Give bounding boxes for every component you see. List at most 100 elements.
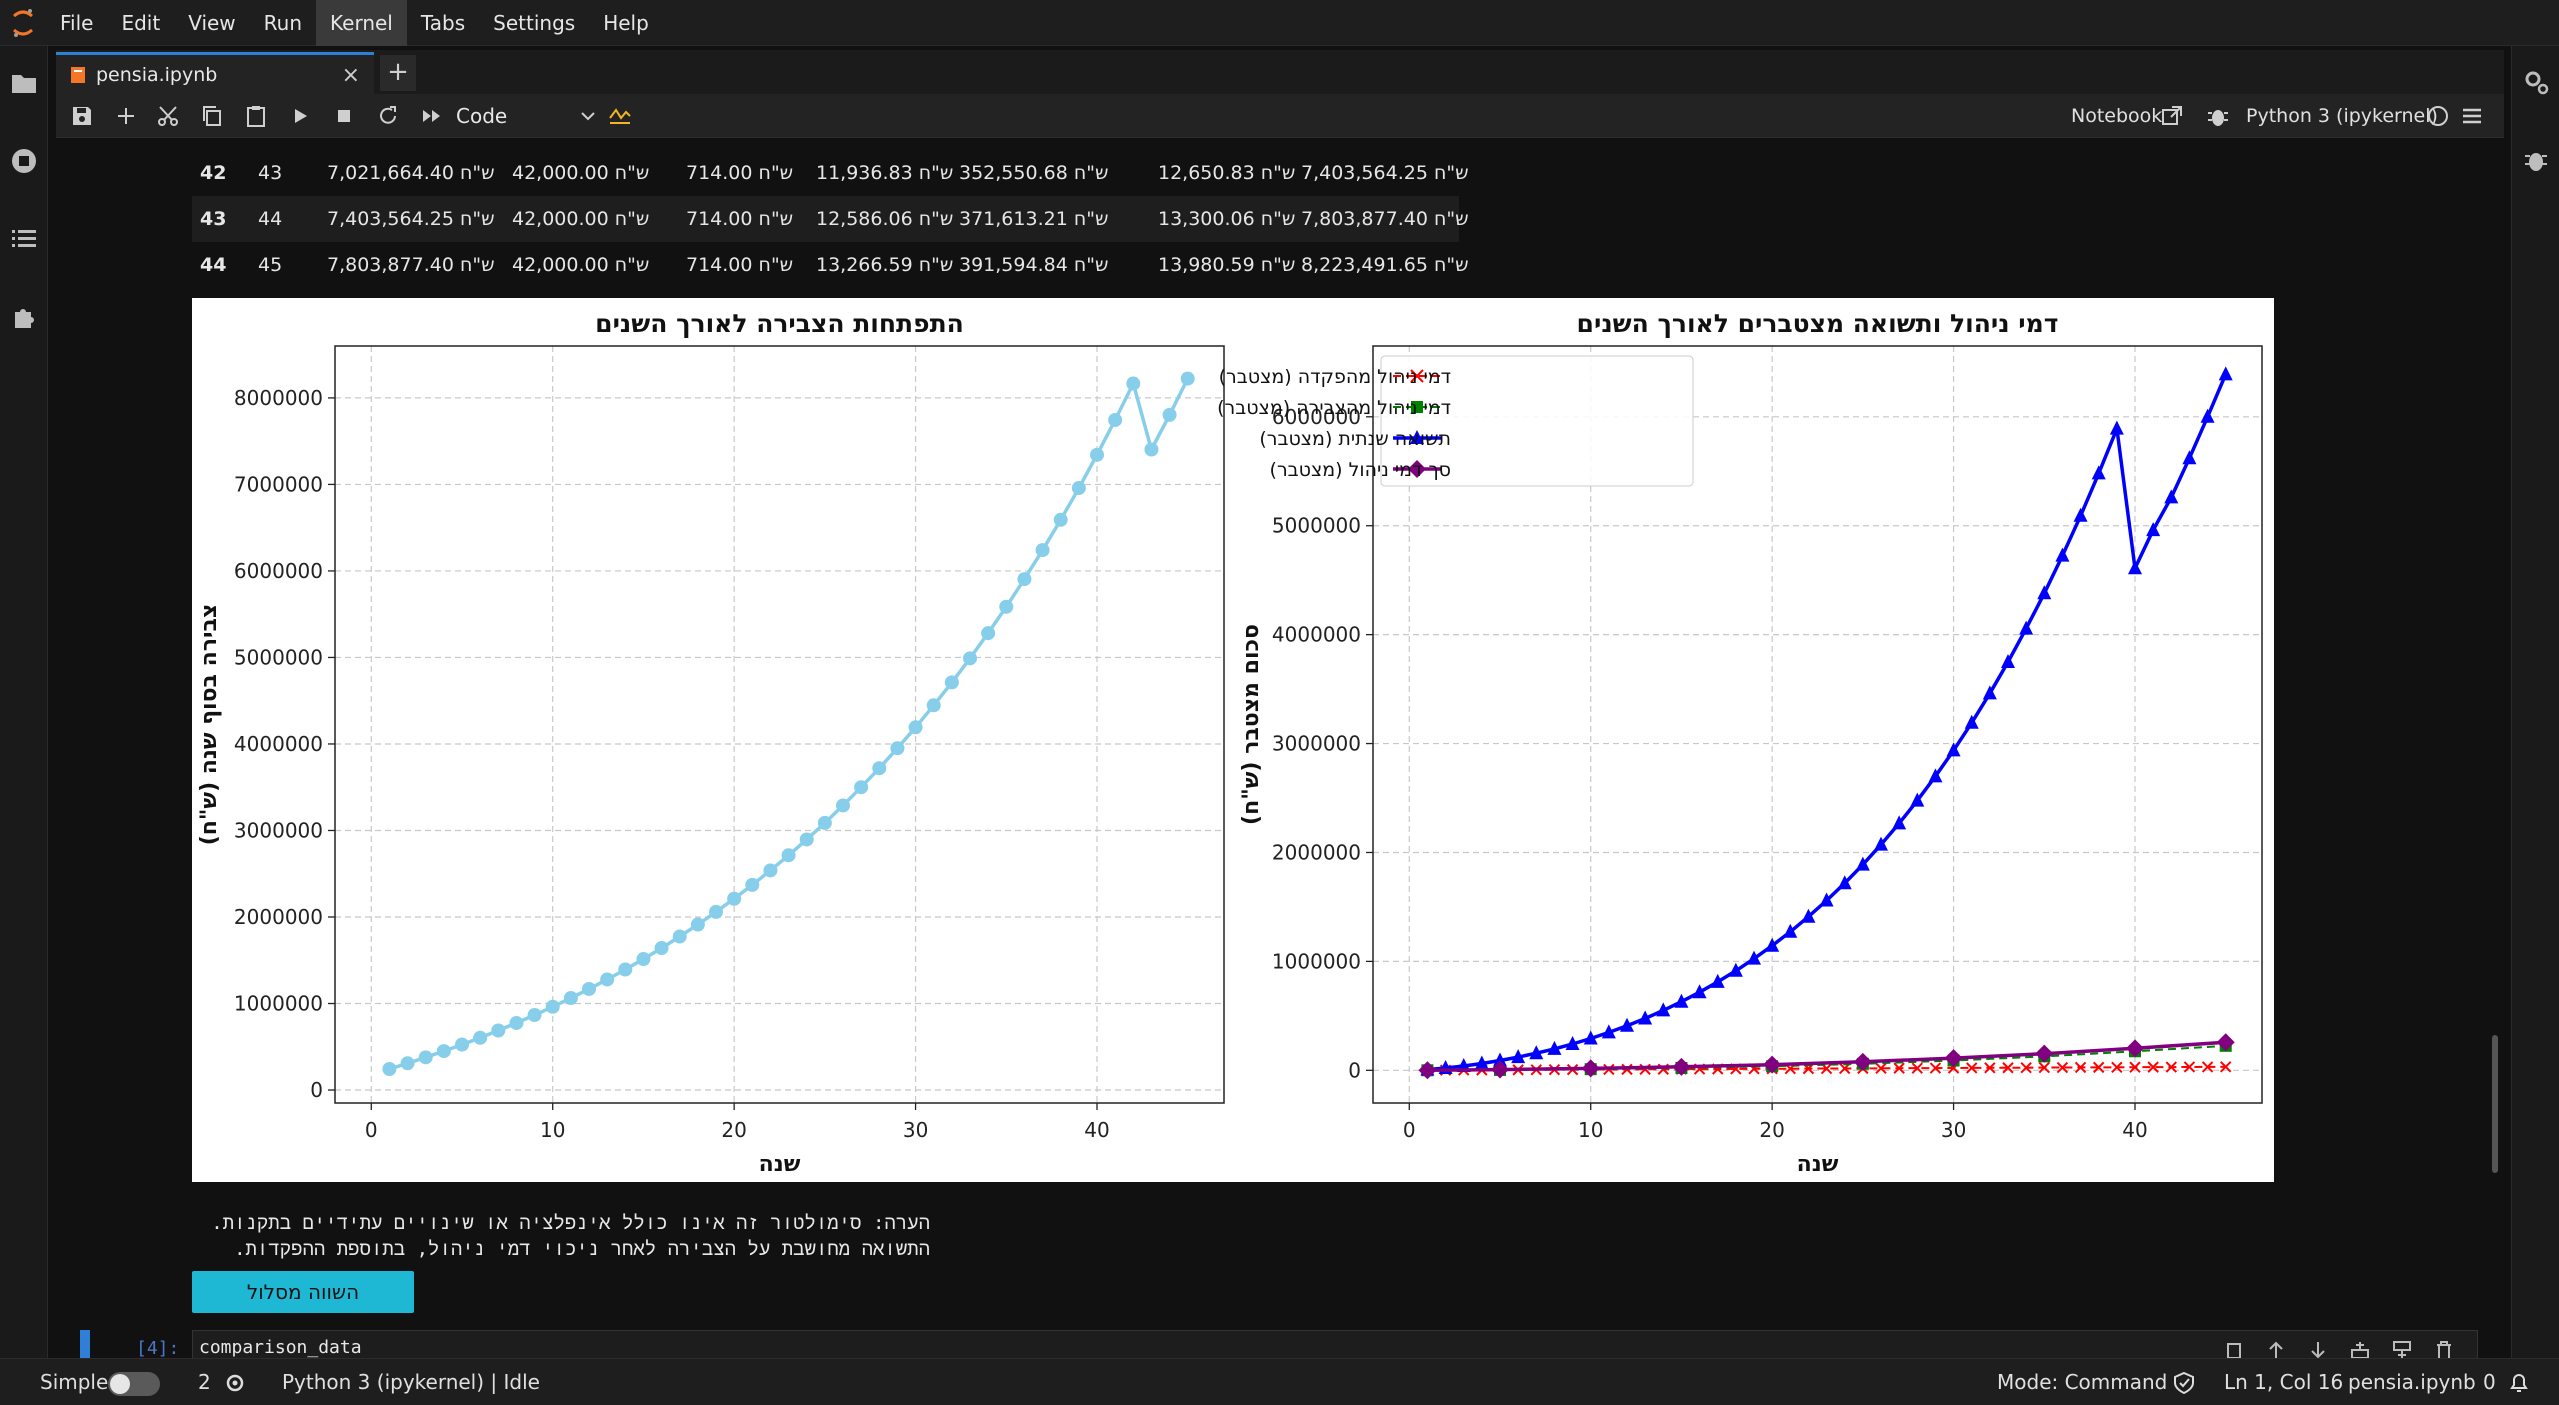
series-line (388, 377, 1190, 1071)
legend-box (1380, 355, 1694, 487)
data-point (763, 863, 778, 878)
delete-cell-trash-icon[interactable] (2432, 1340, 2456, 1360)
data-point (926, 698, 941, 713)
data-point (2020, 1061, 2032, 1074)
cell-year: 45 (258, 254, 283, 276)
code-formatter-icon[interactable] (608, 104, 632, 128)
data-point (854, 780, 869, 795)
data-point (2200, 408, 2215, 423)
left-sidebar (0, 46, 48, 1358)
data-point (1090, 447, 1104, 462)
notebook-scrollbar[interactable] (2492, 1035, 2498, 1173)
notification-bell-icon[interactable] (2508, 1371, 2530, 1395)
data-point (1984, 1062, 1996, 1074)
x-tick-label: 20 (721, 1118, 746, 1142)
menu-help[interactable]: Help (603, 10, 649, 35)
kernel-status[interactable]: Python 3 (ipykernel) | Idle (282, 1370, 540, 1394)
menu-file[interactable]: File (60, 10, 94, 35)
data-point (1763, 1055, 1782, 1074)
property-inspector-gears-icon[interactable] (2522, 68, 2550, 96)
trusted-shield-icon (2174, 1371, 2194, 1395)
save-icon[interactable] (70, 104, 94, 128)
compare-track-button[interactable]: השווה מסלול (192, 1271, 414, 1313)
x-axis-label: שנה (1797, 1152, 1839, 1177)
data-point (1819, 892, 1834, 907)
data-point (1474, 1055, 1489, 1070)
chevron-down-icon (581, 112, 595, 121)
cell-deposit: 42,000.00 ש"ח (512, 254, 650, 276)
data-point (1144, 442, 1159, 457)
debugger-bug-icon[interactable] (2522, 146, 2550, 174)
debugger-bug-icon[interactable] (2206, 104, 2230, 128)
data-point (1511, 1049, 1526, 1064)
insert-cell-below-icon[interactable] (2390, 1340, 2414, 1360)
running-sessions-icon[interactable] (9, 146, 39, 176)
menu-kernel[interactable]: Kernel (316, 0, 407, 46)
tab-pensia-notebook[interactable]: pensia.ipynb × (56, 52, 374, 94)
jupyter-logo-icon (0, 0, 46, 46)
data-point (582, 981, 596, 996)
data-point (654, 941, 669, 956)
data-point (2056, 1061, 2069, 1074)
data-point (1071, 481, 1086, 496)
move-cell-down-icon[interactable] (2306, 1340, 2330, 1360)
duplicate-cell-icon[interactable] (2222, 1340, 2246, 1360)
copy-icon[interactable] (200, 104, 224, 128)
menu-settings[interactable]: Settings (493, 10, 576, 35)
data-point (890, 741, 905, 756)
notification-count: 0 (2483, 1370, 2496, 1394)
tab-label: pensia.ipynb (96, 63, 218, 86)
external-link-icon[interactable] (2160, 104, 2184, 128)
x-tick-label: 20 (1759, 1118, 1784, 1142)
data-point (1964, 714, 1979, 729)
cell-type-value: Code (456, 104, 508, 128)
kernel-name-button[interactable]: Python 3 (ipykernel) (2246, 105, 2438, 127)
menu-hamburger-icon[interactable] (2460, 104, 2484, 128)
notebook-file-icon (71, 66, 85, 83)
menu-tabs[interactable]: Tabs (420, 10, 466, 35)
new-launcher-button[interactable]: + (380, 55, 416, 91)
data-point (1620, 1017, 1634, 1032)
move-cell-up-icon[interactable] (2264, 1340, 2288, 1360)
table-of-contents-icon[interactable] (9, 224, 39, 254)
chart-title: דמי ניהול ותשואה מצטברים לאורך השנים (1577, 309, 2059, 338)
folder-icon[interactable] (9, 68, 39, 98)
data-point (1837, 875, 1852, 890)
close-icon[interactable]: × (341, 63, 360, 88)
interrupt-stop-icon[interactable] (332, 104, 356, 128)
menu-edit[interactable]: Edit (121, 10, 161, 35)
y-tick-label: 1000000 (234, 992, 323, 1016)
data-point (2182, 450, 2197, 465)
data-point (2129, 1061, 2141, 1073)
insert-cell-above-icon[interactable] (2348, 1340, 2372, 1360)
cell-year: 44 (258, 208, 283, 230)
paste-clipboard-icon[interactable] (244, 104, 268, 128)
menu-view[interactable]: View (188, 10, 236, 35)
restart-kernel-icon[interactable] (376, 104, 400, 128)
cell-type-dropdown[interactable]: Code (456, 100, 596, 132)
data-point (1728, 962, 1743, 977)
data-point (709, 904, 723, 919)
code-cell-editor[interactable]: comparison_data (192, 1330, 2478, 1360)
data-point (1126, 376, 1141, 391)
legend-marker (1408, 460, 1426, 478)
legend-marker (1410, 430, 1424, 444)
dataframe-output: 42 43 7,021,664.40 ש"ח 42,000.00 ש"ח 714… (192, 138, 1469, 276)
run-cell-play-icon[interactable] (288, 104, 312, 128)
insert-cell-plus-icon[interactable] (114, 104, 138, 128)
cell-return: 391,594.84 ש"ח (959, 254, 1109, 276)
data-point (2128, 560, 2142, 575)
data-point (2146, 522, 2161, 537)
cut-scissors-icon[interactable] (156, 104, 180, 128)
restart-run-all-fast-forward-icon[interactable] (420, 104, 444, 128)
terminal-count[interactable]: 2 (198, 1370, 211, 1394)
note-return-calc: התשואה מחושבת על הצבירה לאחר ניכוי דמי נ… (234, 1238, 930, 1260)
extensions-puzzle-icon[interactable] (9, 302, 39, 332)
data-point (2218, 366, 2233, 381)
data-point (690, 917, 705, 932)
simple-mode-toggle[interactable] (108, 1372, 160, 1396)
kernel-settings-gear-icon[interactable] (224, 1372, 246, 1394)
cursor-position[interactable]: Ln 1, Col 16 (2224, 1370, 2344, 1394)
open-in-notebook-link[interactable]: Notebook (2071, 105, 2163, 127)
menu-run[interactable]: Run (263, 10, 303, 35)
